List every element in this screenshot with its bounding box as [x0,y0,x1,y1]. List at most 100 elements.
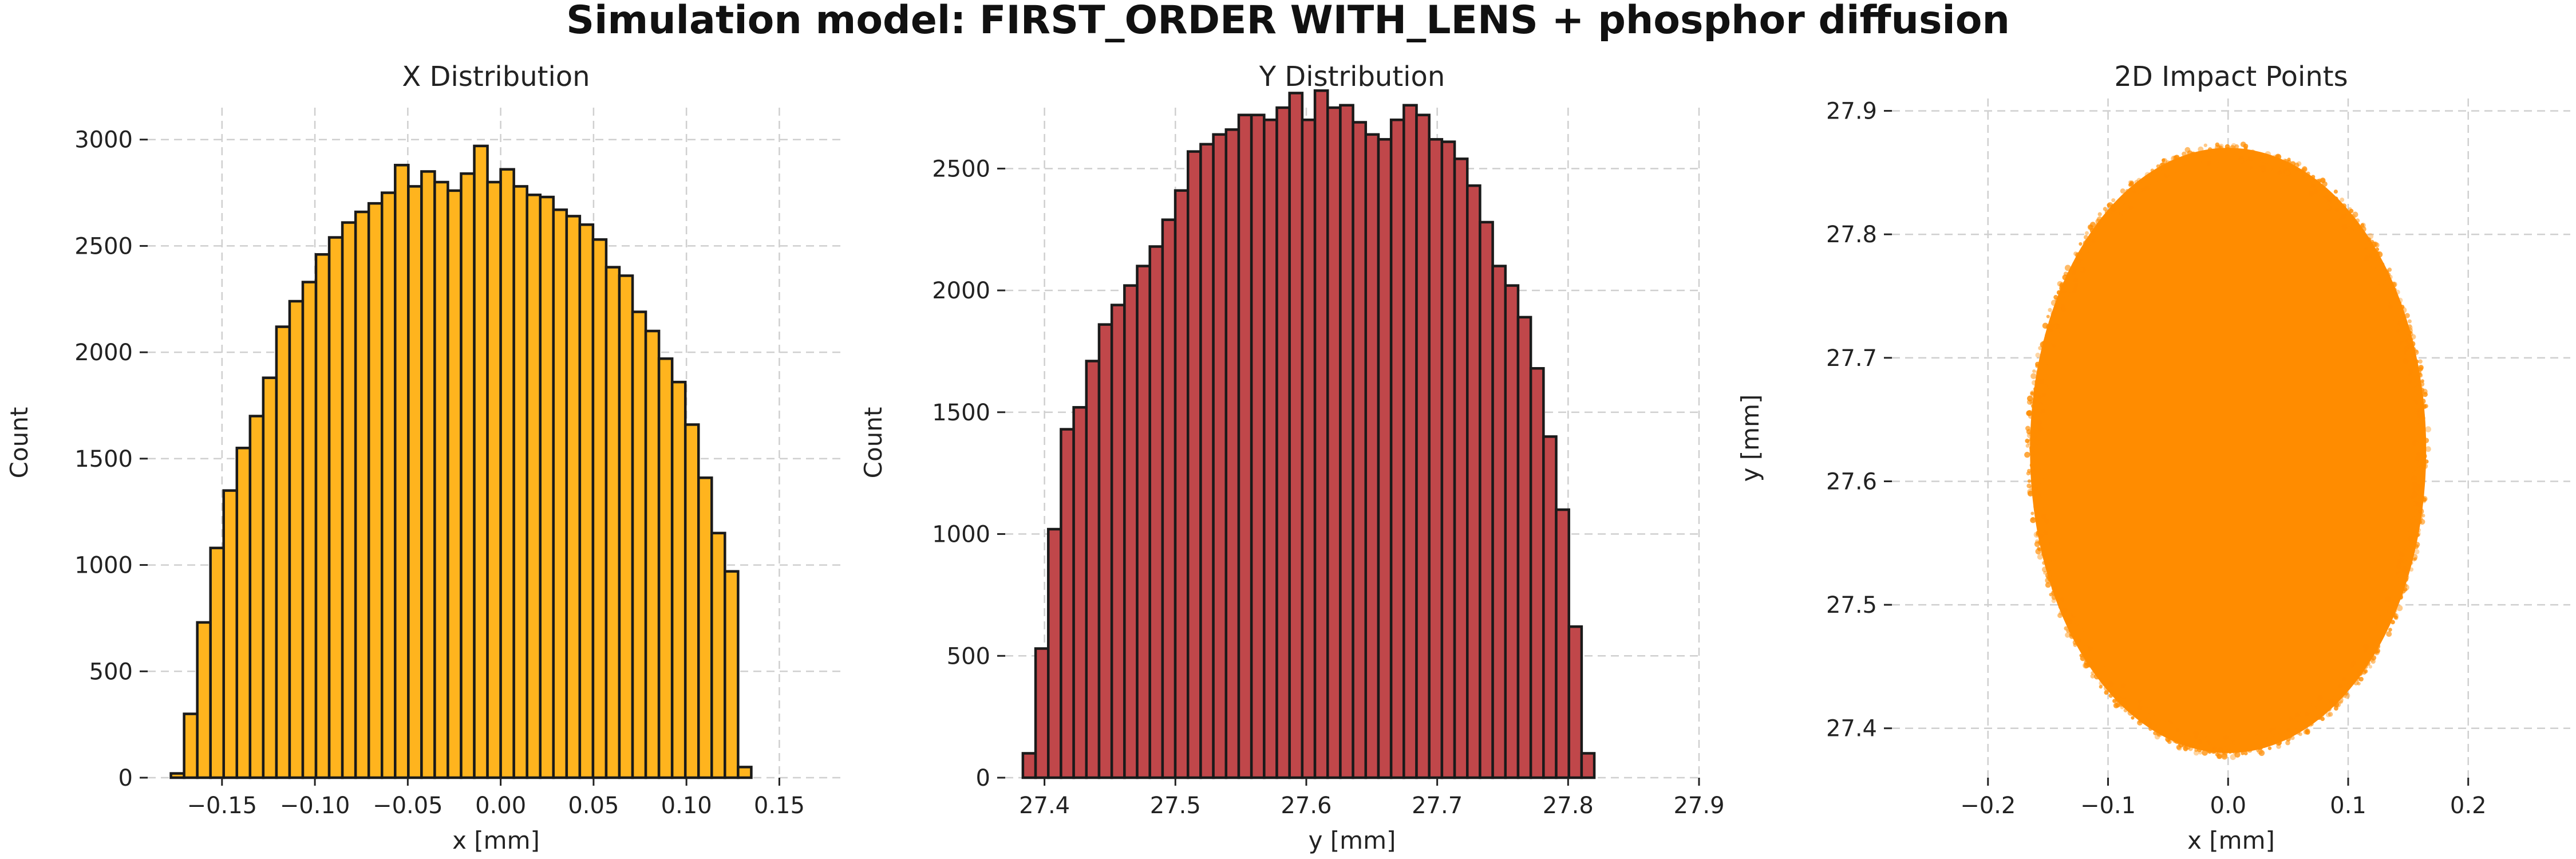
scatter-point [2128,180,2132,184]
scatter-point [2202,741,2206,746]
scatter-point [2407,319,2412,324]
scatter-point [2231,143,2237,148]
scatter-point [2200,731,2207,738]
scatter-point [2190,734,2194,738]
histogram-bar [1440,140,1456,779]
scatter-point [2325,194,2330,199]
scatter-point [2079,644,2084,649]
x-tick-label: 0.0 [2210,793,2246,819]
scatter-point [2230,145,2235,151]
scatter-point [2308,191,2314,197]
scatter-point [2275,155,2279,159]
scatter-point [2416,412,2423,419]
histogram-bar [631,310,647,779]
scatter-point [2036,518,2040,522]
scatter-point [2357,660,2363,665]
scatter-point [2415,442,2420,447]
scatter-point [2286,729,2291,734]
scatter-point [2077,638,2081,643]
scatter-point [2039,533,2044,538]
histogram-bar [1060,428,1075,779]
scatter-point [2294,162,2300,168]
scatter-point [2325,204,2330,210]
scatter-point [2049,555,2054,560]
scatter-point [2037,433,2041,438]
scatter-point [2228,750,2232,754]
histogram-bar [275,325,291,779]
scatter-point [2411,412,2416,416]
scatter-point [2182,151,2187,157]
scatter-point [2364,255,2370,262]
scatter-point [2086,638,2092,645]
scatter-point [2044,366,2049,370]
scatter-point [2047,343,2054,349]
scatter-point [2126,195,2132,202]
scatter-point [2067,281,2072,286]
scatter-point [2333,210,2338,214]
scatter-point [2417,407,2423,413]
scatter-point [2048,308,2052,312]
x-axis-label: x [mm] [2187,826,2275,854]
scatter-point [2099,664,2104,670]
scatter-point [2099,680,2105,687]
scatter-point [2273,734,2280,741]
scatter-point [2395,289,2400,295]
scatter-point [2169,732,2174,736]
scatter-point [2289,171,2293,176]
scatter-point [2200,152,2206,159]
scatter-point [2173,739,2177,743]
scatter-point [2090,673,2095,679]
histogram-bar [1199,143,1215,779]
scatter-point [2089,228,2095,233]
scatter-point [2415,456,2420,462]
scatter-point [2042,322,2049,329]
scatter-point [2416,405,2423,412]
scatter-point [2061,307,2066,312]
scatter-point [2341,214,2346,219]
scatter-point [2109,674,2116,680]
scatter-point [2404,574,2409,580]
scatter-point [2207,153,2211,157]
y-tick-label: 1500 [74,446,133,472]
scatter-point [2073,251,2078,256]
scatter-point [2307,707,2313,714]
scatter-point [2038,475,2044,481]
y-tick-label: 27.6 [1826,468,1877,495]
histogram-bar [1491,265,1507,779]
scatter-point [2056,290,2062,295]
scatter-point [2424,459,2429,464]
scatter-point [2415,381,2420,386]
scatter-point [2334,206,2340,211]
scatter-point [2057,600,2063,605]
x-tick-label: 0.10 [661,793,712,819]
scatter-point [2041,392,2046,397]
scatter-point [2418,365,2424,371]
histogram-bar [1313,89,1329,779]
scatter-point [2198,146,2204,152]
scatter-point [2073,277,2079,283]
scatter-point [2056,312,2061,317]
scatter-point [2364,238,2368,242]
scatter-point [2053,295,2059,300]
scatter-point [2089,222,2096,228]
scatter-point [2374,650,2379,654]
scatter-point [2092,662,2096,667]
scatter-point [2062,274,2068,281]
scatter-point [2168,160,2174,166]
scatter-point [2401,341,2407,348]
scatter-point [2080,643,2085,647]
scatter-point [2073,283,2079,288]
scatter-point [2123,203,2129,209]
scatter-point [2300,169,2305,175]
scatter-point [2419,449,2425,455]
scatter-point [2407,324,2412,329]
scatter-point [2417,528,2421,533]
scatter-point [2030,517,2036,523]
scatter-point-mass [2030,148,2427,753]
scatter-point [2033,387,2037,391]
scatter-point [2193,750,2199,756]
histogram-bar [420,170,436,779]
scatter-point [2083,241,2088,246]
scatter-point [2385,618,2392,624]
scatter-point [2357,669,2364,676]
